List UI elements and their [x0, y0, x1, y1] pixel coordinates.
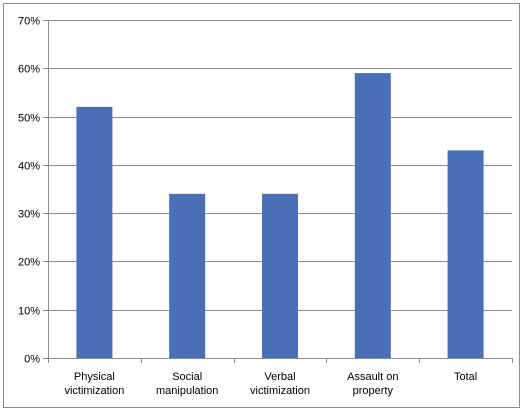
bar	[354, 73, 391, 358]
y-tick-label: 70%	[18, 16, 40, 28]
y-tick-label: 60%	[18, 64, 40, 76]
category-label-line: Verbal	[264, 371, 295, 383]
category-label-line: Assault on	[347, 371, 398, 383]
bar	[169, 193, 206, 358]
category-label: Physical victimization	[64, 371, 124, 397]
bar	[447, 150, 484, 358]
category-label-line: Physical	[74, 371, 115, 383]
bar	[262, 193, 298, 358]
chart-frame: 0% 10% 20% 30% 40% 50% 60% 70% Physical victimiz…	[3, 3, 520, 408]
y-tick-label: 0%	[24, 354, 40, 366]
category-label-line: property	[353, 385, 394, 397]
axes	[48, 20, 512, 359]
x-axis-category-labels: Physical victimization Social manipulation V…	[64, 371, 477, 397]
category-label-line: victimization	[64, 385, 124, 397]
bar	[76, 106, 113, 359]
category-label: Verbal victimization	[250, 371, 310, 397]
category-label-line: manipulation	[156, 385, 218, 397]
y-tick-label: 40%	[18, 161, 40, 173]
y-tick-label: 30%	[18, 209, 40, 221]
y-tick-label: 20%	[18, 257, 40, 269]
bars	[48, 73, 513, 363]
bar-chart: 0% 10% 20% 30% 40% 50% 60% 70% Physical victimiz…	[18, 16, 513, 397]
category-label: Total	[454, 371, 477, 383]
y-axis-tick-labels: 0% 10% 20% 30% 40% 50% 60% 70%	[18, 16, 40, 366]
y-tick-label: 50%	[18, 113, 40, 125]
category-label-line: Total	[454, 371, 477, 383]
category-label: Assault on property	[347, 371, 398, 397]
category-label-line: Social	[172, 371, 202, 383]
y-tick-label: 10%	[18, 306, 40, 318]
category-label: Social manipulation	[156, 371, 218, 397]
category-label-line: victimization	[250, 385, 310, 397]
